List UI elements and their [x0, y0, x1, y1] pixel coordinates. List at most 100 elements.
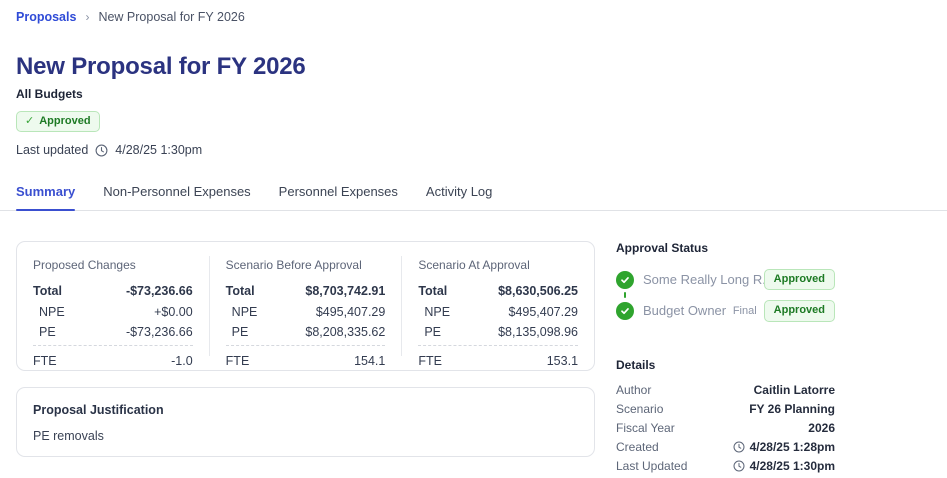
page-subtitle: All Budgets: [16, 87, 83, 101]
summary-row-npe: NPE $495,407.29: [418, 305, 578, 319]
summary-row-fte: FTE -1.0: [33, 345, 193, 368]
approval-step-name: Budget Owner: [643, 303, 727, 319]
row-value: $495,407.29: [508, 305, 579, 320]
clock-icon: [95, 144, 108, 157]
last-updated-value: 4/28/25 1:30pm: [115, 143, 203, 158]
detail-value: FY 26 Planning: [749, 402, 835, 417]
approval-step-budget-owner: Budget Owner Final Approved: [616, 300, 835, 322]
detail-label: Author: [616, 383, 652, 398]
tab-summary[interactable]: Summary: [16, 184, 76, 212]
summary-row-npe: NPE +$0.00: [33, 305, 193, 319]
row-value: -1.0: [171, 354, 193, 369]
detail-value: 4/28/25 1:28pm: [733, 440, 835, 454]
row-value: -$73,236.66: [125, 284, 193, 299]
detail-row-author: Author Caitlin Latorre: [616, 383, 835, 398]
detail-label: Scenario: [616, 402, 664, 417]
summary-row-npe: NPE $495,407.29: [226, 305, 386, 319]
summary-row-fte: FTE 154.1: [225, 345, 386, 369]
detail-row-created: Created 4/28/25 1:28pm: [616, 440, 835, 455]
approval-step-badge: Approved: [763, 300, 835, 322]
row-label: FTE: [225, 354, 250, 369]
tab-non-personnel-expenses[interactable]: Non-Personnel Expenses: [103, 184, 251, 200]
detail-row-fiscal-year: Fiscal Year 2026: [616, 421, 835, 436]
row-label: PE: [39, 325, 56, 340]
row-label: PE: [231, 325, 249, 340]
row-value: +$0.00: [154, 305, 193, 320]
summary-row-fte: FTE 153.1: [418, 345, 579, 369]
detail-label: Fiscal Year: [616, 421, 675, 436]
detail-label: Last Updated: [616, 459, 688, 474]
tab-bar: Summary Non-Personnel Expenses Personnel…: [0, 184, 947, 212]
detail-row-scenario: Scenario FY 26 Planning: [616, 402, 835, 417]
row-value: $8,208,335.62: [305, 325, 386, 340]
summary-row-pe: PE -$73,236.66: [33, 325, 193, 339]
summary-column-at-approval: Scenario At Approval Total $8,630,506.25…: [401, 256, 594, 368]
tab-personnel-expenses[interactable]: Personnel Expenses: [278, 184, 398, 200]
row-label: Total: [225, 284, 255, 299]
row-value: $8,135,098.96: [498, 325, 579, 340]
detail-row-last-updated: Last Updated 4/28/25 1:30pm: [616, 459, 835, 474]
row-value: 153.1: [546, 354, 579, 369]
row-label: FTE: [33, 354, 57, 369]
summary-column-title: Scenario Before Approval: [225, 258, 362, 273]
last-updated-label: Last updated: [16, 143, 89, 158]
sidebar: Approval Status Some Really Long R... Ap…: [616, 241, 835, 477]
row-label: FTE: [418, 354, 442, 369]
row-label: PE: [424, 325, 442, 340]
summary-column-title: Proposed Changes: [33, 258, 136, 273]
approval-step-tag: Final: [732, 304, 757, 317]
page-title: New Proposal for FY 2026: [16, 53, 306, 80]
details-heading: Details: [616, 357, 656, 372]
summary-row-total: Total $8,630,506.25: [418, 284, 578, 298]
detail-value: Caitlin Latorre: [753, 383, 835, 398]
breadcrumb: Proposals › New Proposal for FY 2026: [16, 9, 931, 25]
breadcrumb-proposals-link[interactable]: Proposals: [16, 10, 77, 24]
content-area: Proposed Changes Total -$73,236.66 NPE +…: [16, 241, 931, 477]
approval-step-badge-label: Approved: [773, 304, 825, 317]
check-icon: ✓: [25, 115, 35, 127]
details-section: Details Author Caitlin Latorre Scenario …: [616, 358, 835, 474]
summary-row-pe: PE $8,208,335.62: [226, 325, 386, 339]
approval-status-heading: Approval Status: [616, 241, 709, 256]
approval-steps: Some Really Long R... Approved Budget Ow…: [616, 269, 835, 322]
clock-icon: [733, 441, 745, 453]
detail-value-text: 4/28/25 1:28pm: [749, 440, 835, 455]
row-label: NPE: [231, 305, 258, 320]
row-value: $8,703,742.91: [305, 284, 386, 299]
check-circle-icon: [616, 270, 634, 289]
step-connector-line: [624, 292, 626, 299]
status-badge-label: Approved: [39, 115, 91, 127]
last-updated: Last updated 4/28/25 1:30pm: [16, 143, 931, 157]
check-circle-icon: [616, 301, 634, 320]
summary-row-total: Total -$73,236.66: [33, 284, 193, 298]
summary-card: Proposed Changes Total -$73,236.66 NPE +…: [16, 241, 595, 372]
detail-label: Created: [616, 440, 659, 455]
proposal-justification-card: Proposal Justification PE removals: [16, 387, 595, 458]
breadcrumb-current: New Proposal for FY 2026: [98, 10, 245, 24]
chevron-right-icon: ›: [85, 9, 90, 24]
summary-column-proposed-changes: Proposed Changes Total -$73,236.66 NPE +…: [17, 256, 209, 368]
detail-value-text: 4/28/25 1:30pm: [749, 459, 835, 474]
summary-column-before-approval: Scenario Before Approval Total $8,703,74…: [208, 256, 402, 368]
approval-step-badge: Approved: [763, 269, 835, 291]
row-label: Total: [33, 284, 62, 299]
row-value: 154.1: [354, 354, 386, 369]
tab-activity-log[interactable]: Activity Log: [425, 184, 493, 200]
summary-row-total: Total $8,703,742.91: [226, 284, 386, 298]
row-value: $495,407.29: [315, 305, 386, 320]
main-column: Proposed Changes Total -$73,236.66 NPE +…: [16, 241, 595, 477]
detail-rows: Author Caitlin Latorre Scenario FY 26 Pl…: [616, 383, 835, 474]
status-badge: ✓ Approved: [16, 111, 100, 133]
row-value: -$73,236.66: [125, 325, 193, 340]
approval-step-reviewer: Some Really Long R... Approved: [616, 269, 835, 291]
row-label: NPE: [39, 305, 65, 320]
justification-body: PE removals: [33, 429, 104, 444]
approval-step-badge-label: Approved: [773, 273, 825, 286]
approval-step-name: Some Really Long R...: [643, 272, 764, 288]
row-value: $8,630,506.25: [498, 284, 579, 299]
detail-value: 2026: [808, 421, 835, 436]
row-label: Total: [418, 284, 448, 299]
summary-row-pe: PE $8,135,098.96: [418, 325, 578, 339]
summary-column-title: Scenario At Approval: [418, 258, 530, 273]
